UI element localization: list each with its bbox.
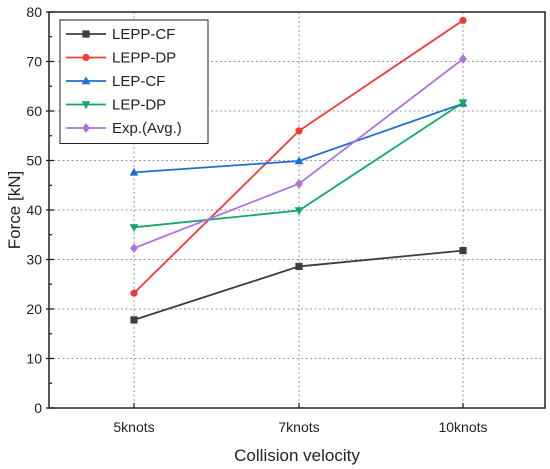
series-0 [130, 246, 467, 324]
legend-marker [82, 53, 90, 62]
legend-label: LEP-DP [112, 97, 166, 114]
y-tick-label: 50 [26, 153, 42, 169]
data-point [295, 127, 303, 135]
y-tick-label: 0 [34, 400, 42, 416]
data-point [458, 99, 468, 108]
data-point [459, 54, 467, 64]
legend-item: LEP-DP [66, 97, 166, 114]
x-axis-label: Collision velocity [234, 446, 360, 465]
series [129, 16, 468, 324]
y-tick-label: 20 [26, 301, 42, 317]
legend-label: LEP-CF [112, 73, 165, 90]
data-point [294, 156, 304, 165]
legend: LEPP-CF LEPP-DP LEP-CF LEP-DP Exp.(Avg.) [59, 19, 209, 144]
data-point [295, 262, 303, 271]
legend-marker [81, 101, 91, 110]
legend-item: LEPP-DP [66, 50, 176, 67]
data-point [294, 207, 304, 216]
data-point [129, 167, 139, 176]
y-tick-label: 70 [26, 54, 42, 70]
legend-label: LEPP-DP [112, 50, 176, 67]
y-tick-label: 80 [26, 4, 42, 20]
y-tick-label: 60 [26, 103, 42, 119]
x-tick-label: 10knots [438, 419, 487, 435]
data-point [295, 178, 303, 189]
series-1 [130, 16, 467, 297]
y-tick-label: 40 [26, 202, 42, 218]
data-point [130, 316, 138, 324]
legend-marker [81, 76, 91, 85]
legend-marker [82, 30, 90, 38]
legend-item: LEPP-CF [66, 26, 175, 43]
legend-item: Exp.(Avg.) [66, 120, 182, 137]
legend-marker [82, 123, 90, 133]
legend-item: LEP-CF [66, 73, 165, 90]
y-axis-label: Force [kN] [5, 171, 24, 249]
legend-label: Exp.(Avg.) [112, 120, 182, 137]
y-tick-label: 30 [26, 252, 42, 268]
legend-label: LEPP-CF [112, 26, 175, 43]
data-point [130, 243, 138, 253]
data-point [129, 224, 139, 232]
y-tick-label: 10 [26, 351, 42, 367]
series-3 [129, 99, 468, 232]
data-point [459, 246, 467, 255]
x-tick-label: 7knots [278, 419, 319, 435]
series-4 [130, 54, 467, 253]
data-point [130, 289, 138, 297]
x-tick-label: 5knots [113, 419, 154, 435]
axes: 0 10 20 30 40 50 60 70 80 5knots 7knots 10knots [26, 4, 487, 435]
data-point [459, 16, 467, 25]
